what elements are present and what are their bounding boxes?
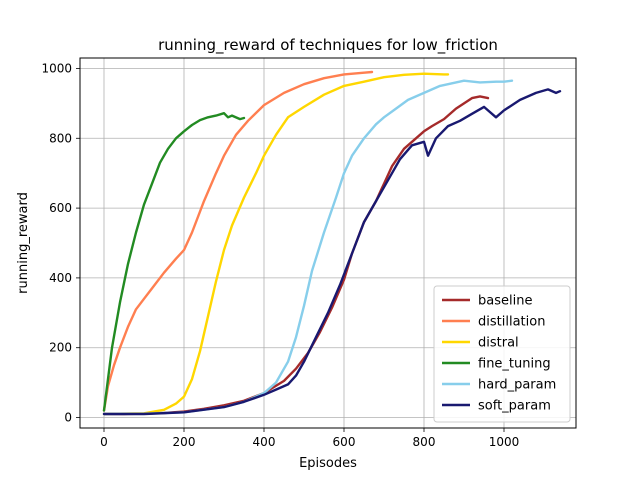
x-tick-label: 1000 xyxy=(489,435,520,449)
y-tick-label: 200 xyxy=(49,341,72,355)
x-tick-label: 800 xyxy=(413,435,436,449)
legend-label-soft_param: soft_param xyxy=(478,399,551,414)
chart-title: running_reward of techniques for low_fri… xyxy=(158,36,498,55)
legend-label-hard_param: hard_param xyxy=(478,378,556,393)
y-axis-label: running_reward xyxy=(16,192,31,294)
x-tick-label: 200 xyxy=(173,435,196,449)
series-line-soft_param xyxy=(102,88,562,416)
legend: baseline distillation distral fine_tuningha… xyxy=(433,285,571,423)
x-tick-label: 0 xyxy=(100,435,108,449)
y-tick-label: 600 xyxy=(49,201,72,215)
y-tick-label: 400 xyxy=(49,271,72,285)
series-line-distral xyxy=(102,72,450,416)
y-tick-label: 1000 xyxy=(41,61,72,75)
y-tick-label: 0 xyxy=(64,411,72,425)
legend-label-baseline: baseline xyxy=(478,294,532,309)
x-tick-label: 600 xyxy=(333,435,356,449)
axis-ticks: 0 200 400 600 800 1000 0 200 400 600 800 1000 xyxy=(41,61,519,449)
grid-lines xyxy=(80,58,576,428)
legend-label-fine_tuning: fine_tuning xyxy=(478,357,551,372)
series-lines xyxy=(102,70,562,416)
y-tick-label: 800 xyxy=(49,131,72,145)
legend-label-distillation: distillation xyxy=(478,315,545,330)
legend-label-distral: distral xyxy=(478,336,519,351)
series-line-fine_tuning xyxy=(102,111,246,412)
x-tick-label: 400 xyxy=(253,435,276,449)
plot-frame xyxy=(79,57,577,429)
x-axis-label: Episodes xyxy=(299,456,357,471)
series-line-distillation xyxy=(102,70,374,412)
